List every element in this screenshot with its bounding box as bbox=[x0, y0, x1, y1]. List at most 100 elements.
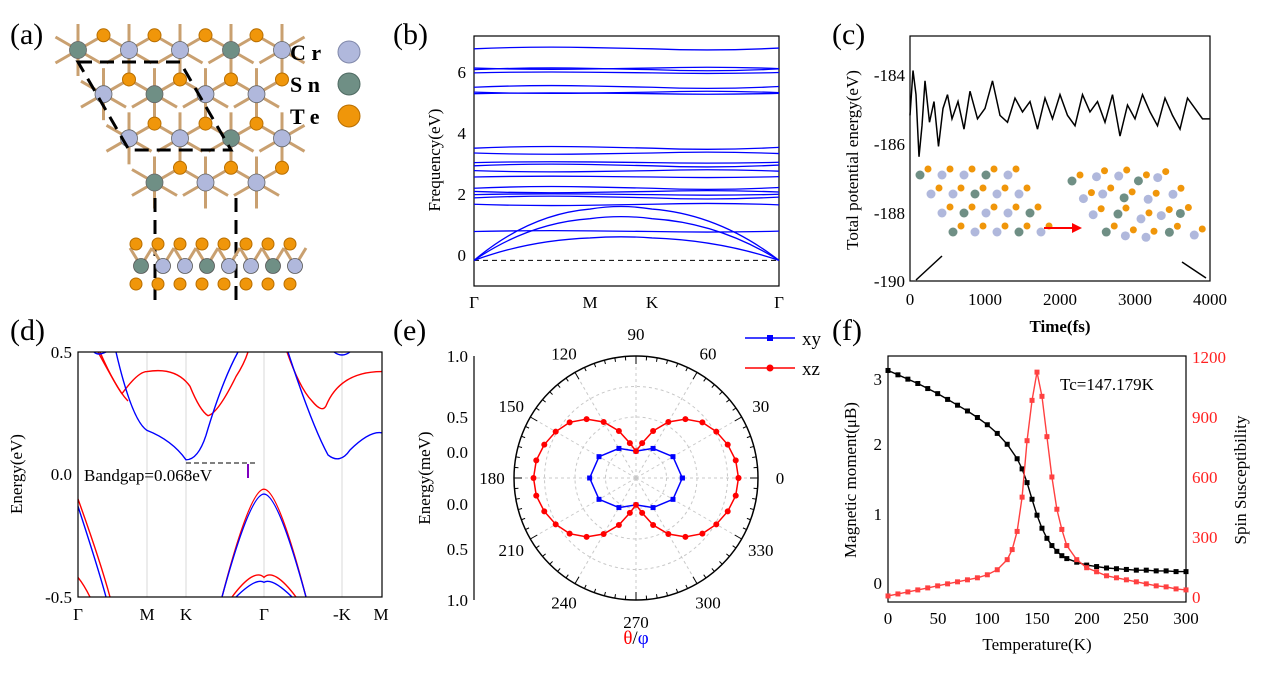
metal-atom bbox=[992, 189, 1002, 199]
end-pointer bbox=[1181, 261, 1207, 279]
transition-arrow-head bbox=[1072, 223, 1082, 233]
te-atom bbox=[129, 237, 143, 251]
phonon-branch bbox=[473, 169, 780, 173]
moment-point bbox=[905, 376, 911, 382]
susceptibility-point bbox=[964, 577, 970, 583]
te-atom bbox=[1129, 226, 1137, 234]
te-atom bbox=[1101, 167, 1109, 175]
series-xz-point bbox=[626, 509, 633, 516]
te-atom bbox=[173, 72, 187, 87]
panel-label-e: (e) bbox=[393, 314, 426, 347]
phonon-band-chart: Frequency(eV) 0 2 4 6 Γ M K Γ bbox=[425, 35, 784, 312]
angle-tick: 270 bbox=[623, 613, 649, 632]
te-atom bbox=[1165, 206, 1173, 214]
y-tick: -188 bbox=[874, 204, 905, 223]
te-atom bbox=[1142, 171, 1150, 179]
metal-atom bbox=[1092, 172, 1102, 182]
te-atom bbox=[217, 237, 231, 251]
metal-atom bbox=[926, 189, 936, 199]
te-atom bbox=[283, 277, 297, 291]
metal-atom bbox=[959, 170, 969, 180]
panel-label-a: (a) bbox=[10, 18, 43, 51]
moment-point bbox=[955, 402, 961, 408]
metal-atom bbox=[1143, 194, 1153, 204]
metal-atom bbox=[1168, 189, 1178, 199]
metal-atom bbox=[1014, 189, 1024, 199]
moment-point bbox=[1059, 553, 1065, 559]
moment-point bbox=[1123, 566, 1129, 572]
moment-point bbox=[974, 415, 980, 420]
valence-band bbox=[221, 488, 307, 598]
moment-point bbox=[1029, 496, 1035, 502]
valence-band bbox=[77, 506, 107, 598]
te-atom bbox=[224, 160, 238, 175]
phonon-branch bbox=[473, 185, 780, 191]
sn-atom bbox=[265, 258, 281, 274]
radial-tick: 1.0 bbox=[447, 591, 468, 610]
metal-atom bbox=[1101, 227, 1111, 237]
inset-structures bbox=[915, 165, 1207, 281]
y-tick: 0 bbox=[458, 246, 467, 265]
phonon-branch bbox=[473, 71, 780, 75]
te-atom bbox=[1122, 204, 1130, 212]
te-atom bbox=[946, 165, 954, 173]
susceptibility-point bbox=[1183, 587, 1189, 593]
x-tick: M bbox=[139, 605, 154, 624]
te-atom bbox=[1173, 222, 1181, 230]
legend-label-cr: C r bbox=[290, 40, 321, 65]
te-atom bbox=[151, 277, 165, 291]
valence-band bbox=[77, 498, 111, 598]
angle-tick: 180 bbox=[479, 469, 505, 488]
y-tick: 0.0 bbox=[51, 465, 72, 484]
legend-xy-marker bbox=[767, 335, 773, 341]
moment-point bbox=[964, 408, 970, 414]
te-atom bbox=[968, 203, 976, 211]
te-atom bbox=[1012, 203, 1020, 211]
susceptibility-point bbox=[915, 587, 921, 593]
moment-point bbox=[984, 422, 990, 428]
angle-tick: 330 bbox=[748, 541, 774, 560]
te-atom bbox=[1012, 165, 1020, 173]
polar-spoke bbox=[635, 477, 698, 584]
phonon-branch bbox=[473, 189, 780, 194]
magnetization-chart: Tc=147.179K Magnetic moment(μB) Spin Sus… bbox=[841, 348, 1250, 654]
metal-atom bbox=[915, 170, 925, 180]
x-tick: Γ bbox=[73, 605, 83, 624]
y-ticks: 0 2 4 6 bbox=[458, 63, 467, 265]
metal-atom bbox=[1036, 227, 1046, 237]
polar-spoke bbox=[574, 372, 637, 479]
metal-atom bbox=[981, 170, 991, 180]
metal-atom bbox=[1164, 227, 1174, 237]
x-ticks: Γ M K Γ bbox=[469, 293, 784, 312]
x-tick: 100 bbox=[974, 609, 1000, 628]
metal-atom bbox=[1113, 209, 1123, 219]
x-tick: 300 bbox=[1173, 609, 1199, 628]
cr-atom bbox=[273, 129, 291, 148]
phonon-branch bbox=[473, 230, 780, 233]
susceptibility-point bbox=[1039, 393, 1045, 399]
susceptibility-point bbox=[1024, 438, 1030, 444]
polar-tick bbox=[574, 576, 580, 584]
series-xy-point bbox=[587, 475, 593, 481]
susceptibility-point bbox=[1004, 557, 1010, 563]
moment-point bbox=[1049, 543, 1055, 549]
series-xz-point bbox=[650, 427, 657, 434]
x-tick: 150 bbox=[1024, 609, 1050, 628]
metal-atom bbox=[1025, 208, 1035, 218]
legend-xz-marker bbox=[766, 364, 774, 372]
series-xz-point bbox=[541, 441, 548, 448]
metal-atom bbox=[1153, 173, 1163, 183]
metal-atom bbox=[1078, 194, 1088, 204]
x-tick: M bbox=[582, 293, 597, 312]
x-ticks: 0 1000 2000 3000 4000 bbox=[906, 290, 1227, 309]
moment-point bbox=[1084, 562, 1090, 568]
conduction-band-down bbox=[333, 351, 351, 356]
panel-labels: (a) (b) (c) (d) (e) (f) bbox=[10, 18, 865, 347]
metal-atom bbox=[981, 208, 991, 218]
phonon-bands bbox=[473, 46, 780, 261]
te-atom bbox=[1128, 188, 1136, 196]
x-tick: K bbox=[180, 605, 193, 624]
te-atom bbox=[1034, 203, 1042, 211]
series-xz-point bbox=[713, 521, 720, 528]
te-atom bbox=[957, 184, 965, 192]
